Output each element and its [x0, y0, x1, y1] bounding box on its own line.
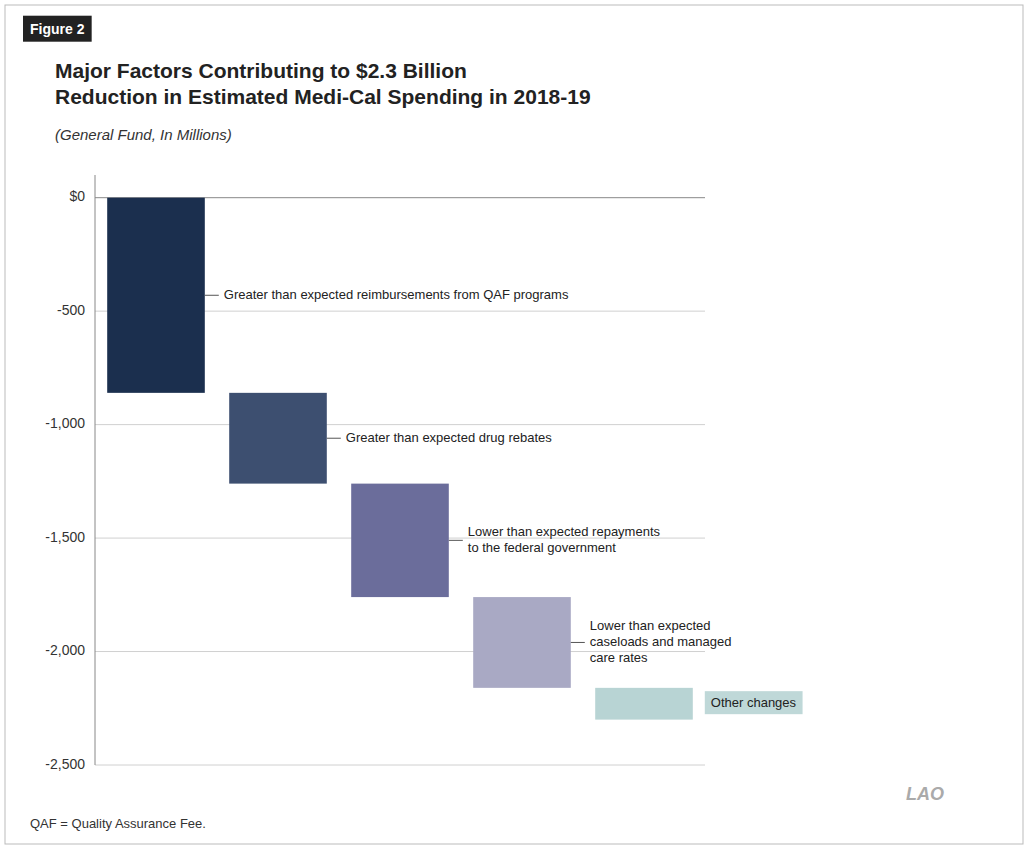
leader-line: [327, 438, 341, 439]
bar: [107, 198, 205, 393]
category-label: Greater than expected reimbursements fro…: [224, 287, 569, 302]
y-axis-line: [95, 175, 96, 765]
bar: [473, 597, 571, 688]
grid-line: [95, 765, 705, 766]
bar: [351, 484, 449, 597]
leader-line: [205, 295, 219, 296]
leader-line: [571, 642, 585, 643]
subtitle: (General Fund, In Millions): [55, 126, 232, 143]
bar: [595, 688, 693, 720]
category-label: Other changes: [711, 695, 797, 710]
grid: [95, 198, 705, 765]
category-label-box: Other changes: [705, 691, 803, 714]
leader-line: [449, 540, 463, 541]
label-box: [705, 691, 803, 714]
border: [5, 5, 1023, 844]
y-tick-label: $0: [69, 188, 85, 204]
bar-labels: Greater than expected reimbursements fro…: [205, 287, 803, 714]
y-tick-label: -2,500: [45, 756, 85, 772]
figure-label-box: [23, 16, 92, 42]
title: Major Factors Contributing to $2.3 Billi…: [55, 59, 591, 108]
figure-label-text: Figure 2: [30, 21, 85, 37]
grid-line: [95, 424, 705, 425]
figure-label: Figure 2: [23, 16, 92, 42]
footnote: QAF = Quality Assurance Fee.: [30, 816, 206, 831]
category-label: Greater than expected drug rebates: [346, 430, 552, 445]
y-ticks: $0 -500 -1,000 -1,500 -2,000 -2,500: [45, 188, 85, 771]
bar: [229, 393, 327, 484]
category-label: Lower than expectedcaseloads and managed…: [590, 618, 732, 665]
logo-text: LAO: [906, 784, 944, 804]
y-tick-label: -1,500: [45, 529, 85, 545]
category-label: Lower than expected repaymentsto the fed…: [468, 524, 661, 555]
y-tick-label: -500: [57, 302, 85, 318]
y-tick-label: -2,000: [45, 642, 85, 658]
y-tick-label: -1,000: [45, 415, 85, 431]
chart: Figure 2 QAF = Quality Assurance Fee. LAO M…: [0, 0, 1028, 849]
